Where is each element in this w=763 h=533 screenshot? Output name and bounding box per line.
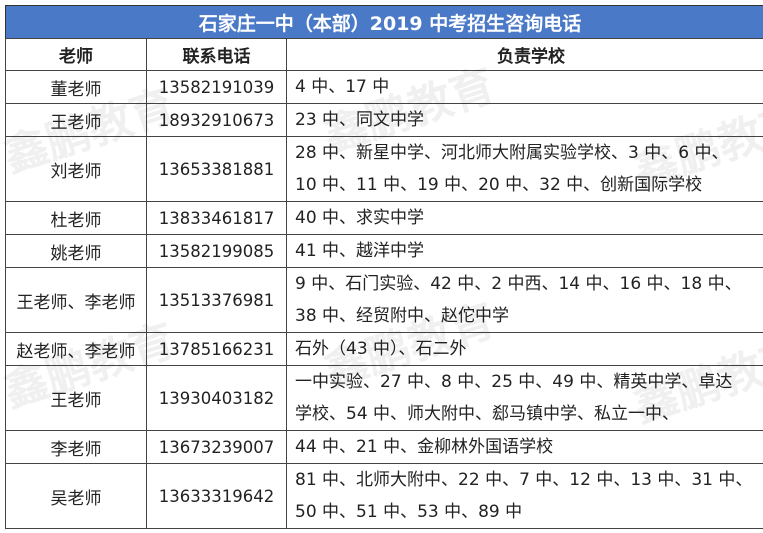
contact-table: 老师 联系电话 负责学校 董老师 13582191039 4 中、17 中王老师… xyxy=(5,38,763,529)
header-schools: 负责学校 xyxy=(286,38,763,71)
schools-line: 38 中、经贸附中、赵佗中学 xyxy=(295,306,510,326)
schools-line: 学校、54 中、师大附中、郄马镇中学、私立一中、 xyxy=(295,404,680,424)
teacher-name: 王老师 xyxy=(5,103,147,137)
table-row: 杜老师 13833461817 40 中、求实中学 xyxy=(5,201,763,235)
phone-number: 18932910673 xyxy=(146,103,287,137)
header-phone: 联系电话 xyxy=(146,38,287,71)
schools-line: 40 中、求实中学 xyxy=(295,208,425,228)
teacher-name: 姚老师 xyxy=(5,234,147,268)
phone-number: 13930403182 xyxy=(146,365,287,431)
schools-line: 50 中、51 中、53 中、89 中 xyxy=(295,502,523,522)
schools-cell: 一中实验、27 中、8 中、25 中、49 中、精英中学、卓达 学校、54 中、师… xyxy=(286,365,763,431)
header-row: 老师 联系电话 负责学校 xyxy=(5,38,763,71)
phone-number: 13673239007 xyxy=(146,430,287,464)
phone-number: 13785166231 xyxy=(146,332,287,366)
phone-number: 13582191039 xyxy=(146,70,287,104)
schools-line: 41 中、越洋中学 xyxy=(295,241,425,261)
schools-cell: 23 中、同文中学 xyxy=(286,103,763,137)
contact-table-container: 石家庄一中（本部）2019 中考招生咨询电话 老师 联系电话 负责学校 董老师 … xyxy=(5,5,763,529)
teacher-name: 杜老师 xyxy=(5,201,147,235)
table-row: 吴老师 13633319642 81 中、北师大附中、22 中、7 中、12 中… xyxy=(5,463,763,529)
schools-cell: 石外（43 中）、石二外 xyxy=(286,332,763,366)
teacher-name: 王老师 xyxy=(5,365,147,431)
schools-cell: 4 中、17 中 xyxy=(286,70,763,104)
schools-line: 44 中、21 中、金柳林外国语学校 xyxy=(295,437,554,457)
table-title: 石家庄一中（本部）2019 中考招生咨询电话 xyxy=(5,5,763,38)
schools-cell: 28 中、新星中学、河北师大附属实验学校、3 中、6 中、 10 中、11 中、1… xyxy=(286,136,763,202)
phone-number: 13833461817 xyxy=(146,201,287,235)
table-row: 姚老师 13582199085 41 中、越洋中学 xyxy=(5,234,763,268)
table-row: 王老师 18932910673 23 中、同文中学 xyxy=(5,103,763,137)
teacher-name: 李老师 xyxy=(5,430,147,464)
schools-cell: 44 中、21 中、金柳林外国语学校 xyxy=(286,430,763,464)
table-row: 李老师 13673239007 44 中、21 中、金柳林外国语学校 xyxy=(5,430,763,464)
table-row: 王老师 13930403182 一中实验、27 中、8 中、25 中、49 中、… xyxy=(5,365,763,431)
teacher-name: 赵老师、李老师 xyxy=(5,332,147,366)
schools-line: 石外（43 中）、石二外 xyxy=(295,339,467,359)
phone-number: 13633319642 xyxy=(146,463,287,529)
table-row: 王老师、李老师 13513376981 9 中、石门实验、42 中、2 中西、1… xyxy=(5,267,763,333)
phone-number: 13582199085 xyxy=(146,234,287,268)
schools-cell: 41 中、越洋中学 xyxy=(286,234,763,268)
schools-line: 23 中、同文中学 xyxy=(295,110,425,130)
phone-number: 13513376981 xyxy=(146,267,287,333)
teacher-name: 董老师 xyxy=(5,70,147,104)
table-row: 赵老师、李老师 13785166231 石外（43 中）、石二外 xyxy=(5,332,763,366)
schools-line: 一中实验、27 中、8 中、25 中、49 中、精英中学、卓达 xyxy=(295,372,733,392)
schools-line: 4 中、17 中 xyxy=(295,77,390,97)
schools-line: 81 中、北师大附中、22 中、7 中、12 中、13 中、31 中、 xyxy=(295,470,753,490)
schools-cell: 9 中、石门实验、42 中、2 中西、14 中、16 中、18 中、 38 中、经… xyxy=(286,267,763,333)
schools-line: 28 中、新星中学、河北师大附属实验学校、3 中、6 中、 xyxy=(295,143,729,163)
schools-line: 9 中、石门实验、42 中、2 中西、14 中、16 中、18 中、 xyxy=(295,274,742,294)
teacher-name: 王老师、李老师 xyxy=(5,267,147,333)
header-teacher: 老师 xyxy=(5,38,147,71)
table-row: 董老师 13582191039 4 中、17 中 xyxy=(5,70,763,104)
schools-cell: 81 中、北师大附中、22 中、7 中、12 中、13 中、31 中、 50 中、… xyxy=(286,463,763,529)
teacher-name: 刘老师 xyxy=(5,136,147,202)
table-row: 刘老师 13653381881 28 中、新星中学、河北师大附属实验学校、3 中… xyxy=(5,136,763,202)
schools-cell: 40 中、求实中学 xyxy=(286,201,763,235)
teacher-name: 吴老师 xyxy=(5,463,147,529)
phone-number: 13653381881 xyxy=(146,136,287,202)
schools-line: 10 中、11 中、19 中、20 中、32 中、创新国际学校 xyxy=(295,175,703,195)
